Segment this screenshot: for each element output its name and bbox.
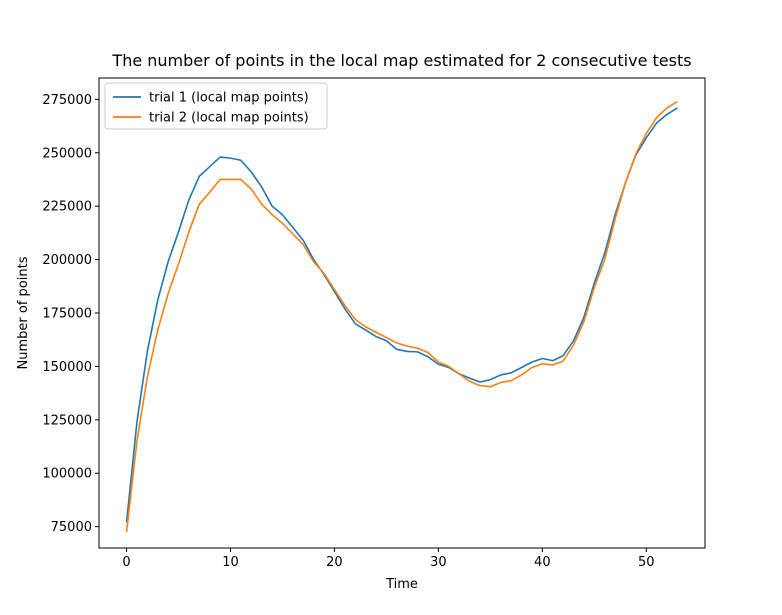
y-axis: 75000 100000 125000 150000 175000 200000 22500… bbox=[42, 93, 99, 535]
series-line-trial-1 bbox=[125, 107, 678, 523]
x-tick-label: 50 bbox=[638, 555, 655, 570]
chart-title: The number of points in the local map es… bbox=[111, 51, 691, 70]
legend-box bbox=[104, 82, 328, 130]
y-axis-label: Number of points bbox=[16, 256, 31, 369]
x-tick-label: 40 bbox=[534, 555, 551, 570]
y-tick-label: 125000 bbox=[42, 413, 92, 428]
y-tick-label: 175000 bbox=[42, 307, 92, 322]
legend: trial 1 (local map points) trial 2 (local… bbox=[104, 82, 328, 130]
y-tick-label: 225000 bbox=[42, 200, 92, 215]
y-tick-label: 100000 bbox=[42, 467, 92, 482]
legend-label-trial-1: trial 1 (local map points) bbox=[149, 91, 309, 106]
x-tick-label: 30 bbox=[430, 555, 447, 570]
series-lines bbox=[125, 100, 678, 533]
legend-items: trial 1 (local map points) trial 2 (local… bbox=[113, 91, 309, 126]
y-tick-label: 75000 bbox=[51, 520, 92, 535]
x-axis-label: Time bbox=[385, 577, 418, 592]
legend-label-trial-2: trial 2 (local map points) bbox=[149, 111, 309, 126]
plot-area bbox=[98, 77, 706, 549]
y-tick-label: 200000 bbox=[42, 253, 92, 268]
x-tick-label: 0 bbox=[122, 555, 130, 570]
x-tick-label: 20 bbox=[326, 555, 343, 570]
x-tick-label: 10 bbox=[222, 555, 239, 570]
x-axis: 0 10 20 30 40 50 bbox=[122, 548, 655, 570]
y-tick-label: 150000 bbox=[42, 360, 92, 375]
series-line-trial-2 bbox=[125, 100, 678, 533]
y-tick-label: 275000 bbox=[42, 93, 92, 108]
y-tick-label: 250000 bbox=[42, 146, 92, 161]
